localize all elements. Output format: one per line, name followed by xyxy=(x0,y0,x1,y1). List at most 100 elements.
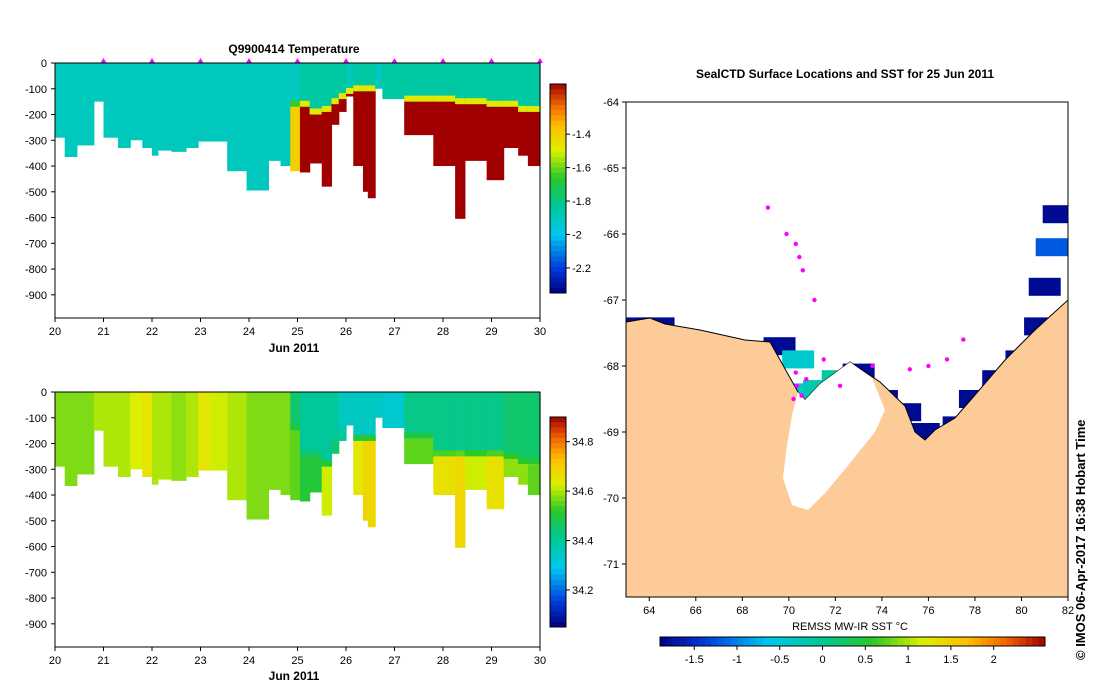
lon-tick-label: 68 xyxy=(736,605,748,617)
x-tick-label: 25 xyxy=(291,326,303,338)
colorbar-segment xyxy=(550,256,566,263)
profile-cell-transition xyxy=(367,434,376,441)
profile-cell-transition xyxy=(464,450,488,457)
sst-colorbar-segment xyxy=(788,637,796,646)
profile-cell-transition xyxy=(290,424,301,431)
colorbar-segment xyxy=(550,464,566,470)
profile-cell-lower xyxy=(299,106,311,173)
profile-cell-transition xyxy=(321,105,333,112)
temperature-x-axis: 20 21 22 23 24 25 26 27 28 29 30 xyxy=(49,318,546,338)
lon-tick-label: 70 xyxy=(783,605,795,617)
sst-colorbar-label: REMSS MW-IR SST °C xyxy=(792,621,908,633)
profile-cell-lower xyxy=(503,106,519,148)
lon-tick-label: 82 xyxy=(1062,605,1074,617)
lat-tick-label: -71 xyxy=(603,559,619,571)
profile-cell-transition xyxy=(309,108,323,115)
y-tick-label: -300 xyxy=(25,135,47,147)
profile-cell-transition xyxy=(527,458,541,465)
colorbar-segment xyxy=(550,266,566,273)
sst-colorbar-segment xyxy=(878,637,886,646)
sst-cell xyxy=(1042,205,1068,224)
profile-cell-transition xyxy=(527,105,541,112)
profile-cell xyxy=(55,392,66,467)
seal-location-marker xyxy=(804,377,809,382)
sst-colorbar-segment xyxy=(961,637,969,646)
profile-marker xyxy=(100,58,107,63)
x-tick-label: 29 xyxy=(485,655,497,667)
profile-cell xyxy=(227,63,238,172)
profile-cell xyxy=(198,392,211,471)
profile-cell-transition xyxy=(346,87,354,94)
x-tick-label: 24 xyxy=(243,655,255,667)
profile-cell-upper xyxy=(367,63,376,92)
profile-cell-transition xyxy=(486,100,505,107)
x-tick-label: 28 xyxy=(437,326,449,338)
profile-marker xyxy=(343,58,349,63)
profile-cell-upper xyxy=(331,63,340,105)
profile-cell-transition xyxy=(518,105,529,112)
profile-cell xyxy=(198,63,211,142)
colorbar-segment xyxy=(550,204,566,210)
seal-locations xyxy=(765,205,966,402)
lat-tick-label: -69 xyxy=(603,427,619,439)
profile-cell xyxy=(55,63,66,138)
colorbar-tick-label: -1.6 xyxy=(572,163,591,175)
profile-cell xyxy=(280,63,291,167)
x-tick-label: 30 xyxy=(534,655,546,667)
profile-cell-lower xyxy=(455,104,466,219)
profile-cell-upper xyxy=(353,392,364,441)
lat-tick-label: -70 xyxy=(603,493,619,505)
sst-colorbar-segment xyxy=(852,637,860,646)
seal-location-marker xyxy=(765,205,771,210)
sst-colorbar-tick-label: 1 xyxy=(905,654,911,666)
profile-cell-upper xyxy=(299,392,311,457)
profile-cell-lower xyxy=(331,104,340,125)
colorbar-segment xyxy=(550,225,566,231)
seal-location-marker xyxy=(794,383,800,388)
profile-cell-upper xyxy=(503,392,519,459)
sst-colorbar-tick-label: 2 xyxy=(991,654,997,666)
temperature-colorbar: -1.4 -1.6 -1.8 -2 -2.2 xyxy=(549,83,591,294)
x-tick-label: 28 xyxy=(437,655,449,667)
colorbar-segment xyxy=(550,193,566,200)
y-tick-label: -900 xyxy=(25,290,47,302)
colorbar-segment xyxy=(550,277,566,284)
profile-cell xyxy=(93,63,105,102)
sst-colorbar: -1.5 -1 -0.5 0 0.5 1 1.5 2 xyxy=(659,636,1046,666)
sst-cell xyxy=(782,350,815,369)
y-tick-label: 0 xyxy=(41,387,47,399)
profile-cell-upper xyxy=(518,63,529,112)
profile-cell-transition xyxy=(338,93,347,100)
x-tick-label: 20 xyxy=(49,326,61,338)
profile-cell-transition xyxy=(518,458,529,465)
x-tick-label: 26 xyxy=(340,326,352,338)
seal-location-marker xyxy=(944,357,950,362)
sst-colorbar-segment xyxy=(660,637,667,646)
colorbar-tick-label: -2 xyxy=(572,229,582,241)
profile-cell-lower xyxy=(518,111,529,156)
seal-location-marker xyxy=(793,370,799,375)
profile-cell-upper xyxy=(362,392,369,441)
colorbar-frame xyxy=(549,83,567,294)
profile-marker xyxy=(488,58,495,63)
colorbar-segment xyxy=(550,527,566,533)
profile-cell-transition xyxy=(433,95,456,102)
profile-cell-upper xyxy=(331,392,340,444)
lat-tick-label: -68 xyxy=(603,361,619,373)
salinity-x-axis: 20 21 22 23 24 25 26 27 28 29 30 xyxy=(49,647,546,667)
colorbar-segment xyxy=(550,115,566,122)
profile-cell-lower xyxy=(527,111,541,167)
sst-colorbar-segment xyxy=(948,637,956,646)
profile-cell-upper xyxy=(464,392,488,457)
profile-cell xyxy=(152,392,159,485)
profile-cell xyxy=(210,392,228,471)
colorbar-segment xyxy=(550,99,566,106)
colorbar-segment xyxy=(550,579,566,586)
profile-cell-upper xyxy=(527,392,541,465)
profile-cell-lower xyxy=(353,91,364,167)
lon-tick-label: 76 xyxy=(922,605,934,617)
sst-colorbar-segment xyxy=(1025,637,1033,646)
profile-cell-upper xyxy=(321,63,333,112)
colorbar-frame xyxy=(549,416,567,628)
seal-location-marker xyxy=(793,241,799,247)
